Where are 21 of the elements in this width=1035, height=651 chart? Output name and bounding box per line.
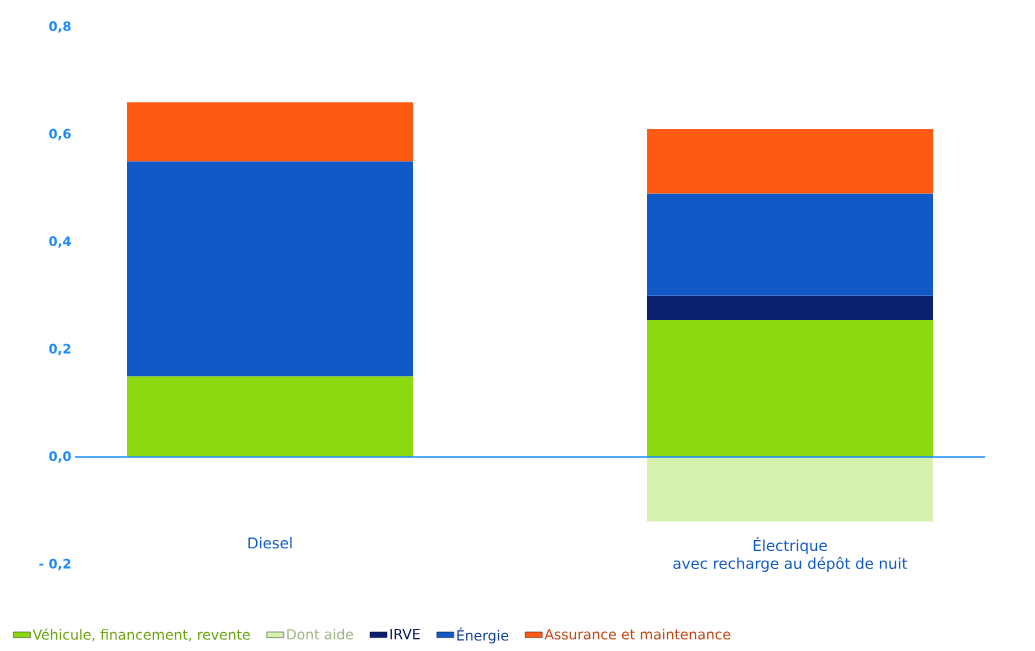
bar [127, 161, 413, 377]
bar [647, 193, 934, 296]
y-tick-label: - 0,2 [39, 558, 71, 571]
bar [127, 102, 413, 162]
legend-label: IRVE [390, 628, 420, 640]
legend-label: Véhicule, financement, revente [32, 628, 250, 642]
bar [647, 295, 934, 320]
y-tick-label: 0,8 [49, 21, 71, 33]
bar [647, 457, 934, 522]
y-tick-label: 0,6 [49, 128, 71, 141]
legend-label: Assurance et maintenance [544, 628, 731, 640]
x-tick-label: Diesel [248, 537, 292, 549]
y-tick-label: 0,0 [49, 451, 71, 463]
x-tick-label: Électrique avec recharge au dépôt de nuit [673, 537, 908, 572]
bar [127, 376, 413, 457]
legend-label: Énergie [457, 627, 509, 644]
bar [647, 319, 934, 457]
bar [647, 129, 934, 194]
y-tick-label: 0,2 [49, 343, 71, 356]
legend-label: Dont aide [287, 628, 354, 640]
y-tick-label: 0,4 [49, 236, 71, 248]
